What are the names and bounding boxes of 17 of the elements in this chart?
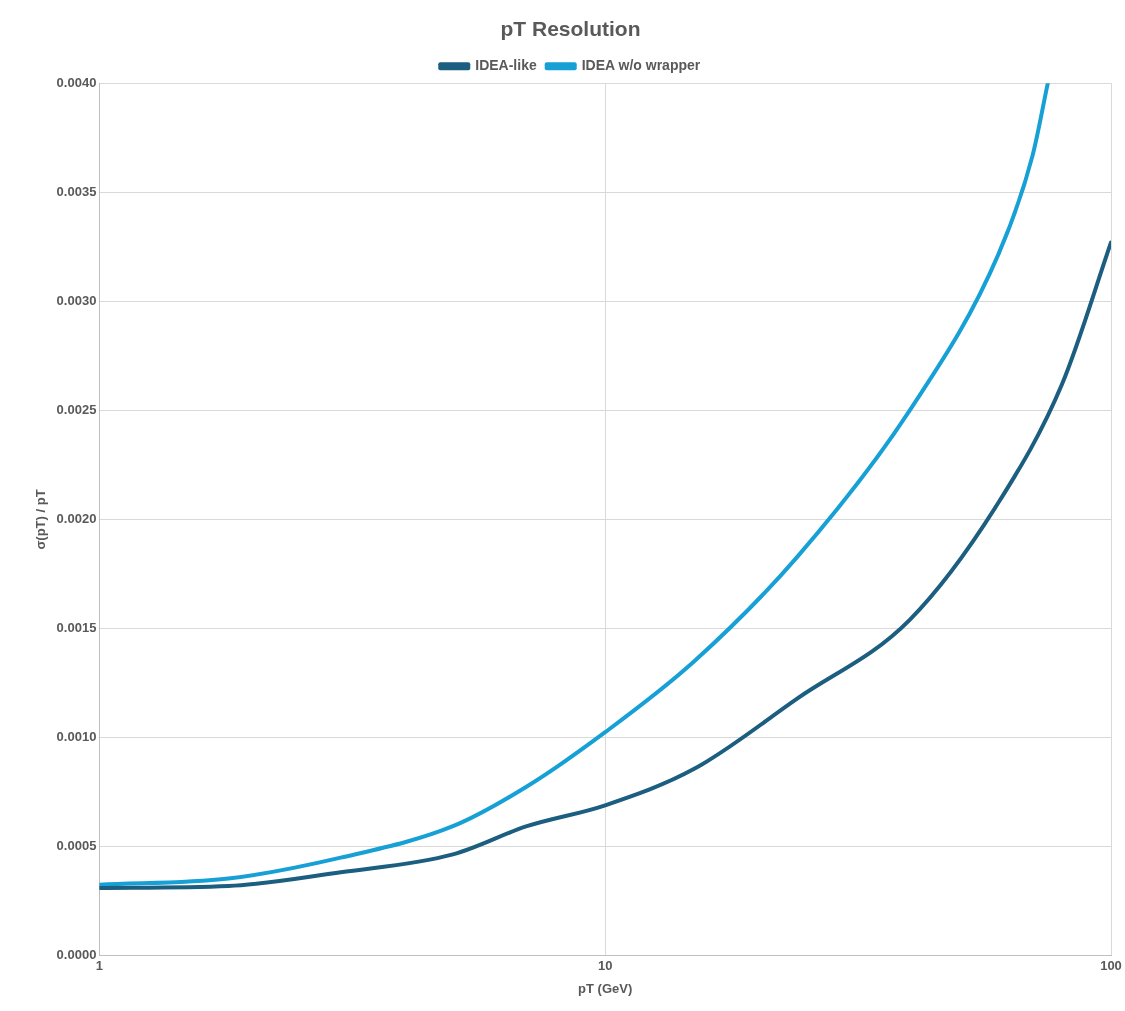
y-tick-label: 0.0020 [56, 511, 97, 527]
legend-label: IDEA-like [475, 57, 537, 74]
x-tick-label: 1 [95, 958, 103, 974]
chart-title: pT Resolution [500, 17, 641, 41]
y-tick-label: 0.0025 [56, 402, 97, 417]
x-tick-label: 100 [1100, 958, 1122, 974]
y-tick-label: 0.0005 [56, 838, 97, 854]
y-tick-label: 0.0040 [56, 74, 97, 90]
y-axis-title: σ(pT) / pT [33, 489, 49, 550]
y-tick-label: 0.0030 [56, 292, 97, 308]
y-tick-label: 0.0000 [56, 947, 97, 963]
y-tick-label: 0.0015 [56, 620, 97, 636]
y-tick-label: 0.0035 [56, 183, 97, 199]
y-tick-label: 0.0010 [56, 729, 97, 745]
legend-label: IDEA w/o wrapper [581, 57, 701, 74]
x-axis-title: pT (GeV) [578, 980, 633, 996]
x-tick-label: 10 [597, 958, 613, 974]
